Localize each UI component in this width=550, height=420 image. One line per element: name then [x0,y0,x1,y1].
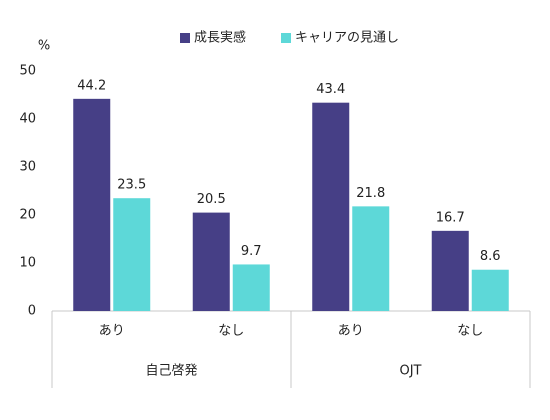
x-tick-label: なし [218,324,244,339]
value-label: 20.5 [197,192,226,207]
value-label: 44.2 [77,78,106,93]
value-label: 8.6 [480,249,501,264]
legend-label: キャリアの見通し [295,31,399,46]
bar [471,269,509,311]
x-tick-label: あり [99,324,125,339]
bar [73,98,111,311]
x-tick-label: なし [457,324,483,339]
y-tick-label: 20 [19,208,36,223]
bar [431,230,469,311]
y-tick-label: 40 [19,112,36,127]
y-tick-label: 50 [19,64,36,79]
bar [192,212,230,311]
bar [352,206,390,311]
group-label: 自己啓発 [145,364,197,379]
bar [312,102,350,312]
y-tick-label: 10 [19,256,36,271]
legend-swatch [180,33,190,43]
y-tick-label: 0 [28,304,36,319]
x-tick-label: あり [338,324,364,339]
legend-swatch [281,33,291,43]
bar [113,198,151,311]
group-label: OJT [399,364,421,379]
value-label: 16.7 [436,210,465,225]
value-label: 21.8 [356,186,385,201]
bar [232,264,270,311]
value-label: 43.4 [316,82,345,97]
legend-label: 成長実感 [194,30,246,46]
y-tick-label: 30 [19,160,36,175]
y-axis-label: % [38,39,50,54]
value-label: 9.7 [241,244,262,259]
value-label: 23.5 [117,178,146,193]
